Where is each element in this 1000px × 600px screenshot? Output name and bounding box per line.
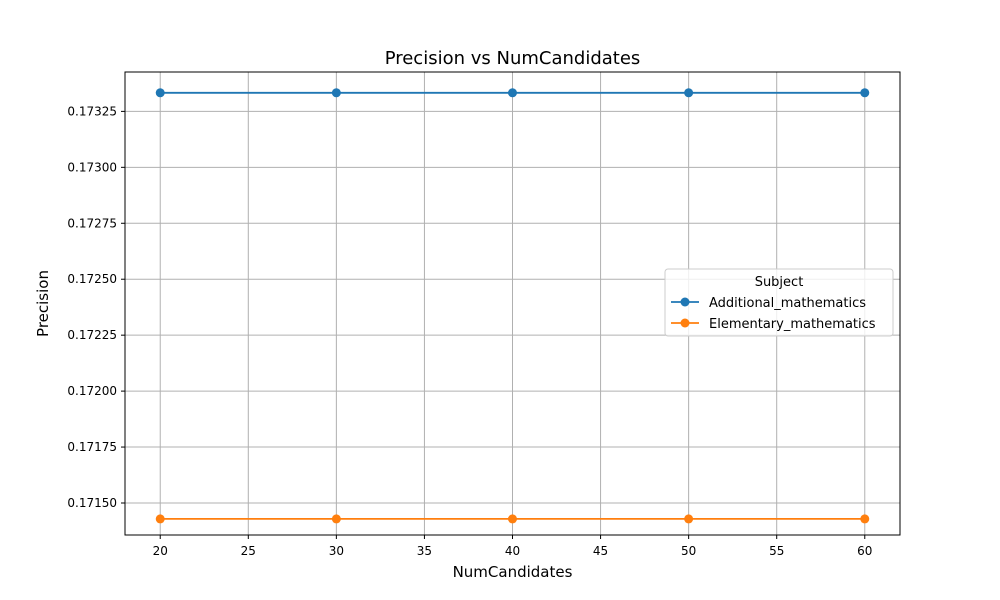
x-tick-label: 45	[593, 544, 608, 558]
grid	[125, 72, 900, 535]
data-point	[684, 514, 694, 524]
y-tick-label: 0.17250	[67, 272, 117, 286]
data-point	[155, 514, 165, 524]
data-point	[331, 88, 341, 98]
x-tick-label: 20	[153, 544, 168, 558]
data-point	[508, 88, 517, 98]
x-tick-label: 60	[857, 544, 872, 558]
series-layer	[155, 88, 870, 524]
y-tick-label: 0.17200	[67, 384, 117, 398]
data-point	[860, 88, 870, 98]
chart-title: Precision vs NumCandidates	[385, 48, 641, 69]
x-tick-label: 50	[681, 544, 696, 558]
y-tick-label: 0.17275	[67, 216, 117, 230]
legend-marker	[680, 297, 690, 307]
x-axis-label: NumCandidates	[453, 563, 573, 581]
x-tick-label: 40	[505, 544, 520, 558]
x-axis: 20 25 30 35 40 45 50 55 60	[153, 535, 872, 558]
x-tick-label: 55	[769, 544, 784, 558]
y-tick-label: 0.17300	[67, 160, 117, 174]
legend-marker	[680, 318, 690, 328]
x-tick-label: 35	[417, 544, 432, 558]
legend-title: Subject	[755, 275, 804, 290]
x-tick-label: 30	[329, 544, 344, 558]
legend-label: Elementary_mathematics	[709, 317, 876, 332]
data-point	[155, 88, 165, 98]
y-axis-label: Precision	[34, 270, 52, 337]
y-tick-label: 0.17150	[67, 496, 117, 510]
data-point	[508, 514, 517, 524]
data-point	[860, 514, 870, 524]
x-tick-label: 25	[241, 544, 256, 558]
data-point	[331, 514, 341, 524]
legend: Subject Additional_mathematics Elementary…	[664, 268, 894, 337]
legend-box	[664, 268, 894, 337]
y-tick-label: 0.17225	[67, 328, 117, 342]
data-point	[684, 88, 694, 98]
legend-label: Additional_mathematics	[709, 296, 866, 311]
y-tick-label: 0.17175	[67, 440, 117, 454]
y-tick-label: 0.17325	[67, 104, 117, 118]
y-axis: 0.17150 0.17175 0.17200 0.17225 0.17250 0.172…	[67, 104, 125, 510]
